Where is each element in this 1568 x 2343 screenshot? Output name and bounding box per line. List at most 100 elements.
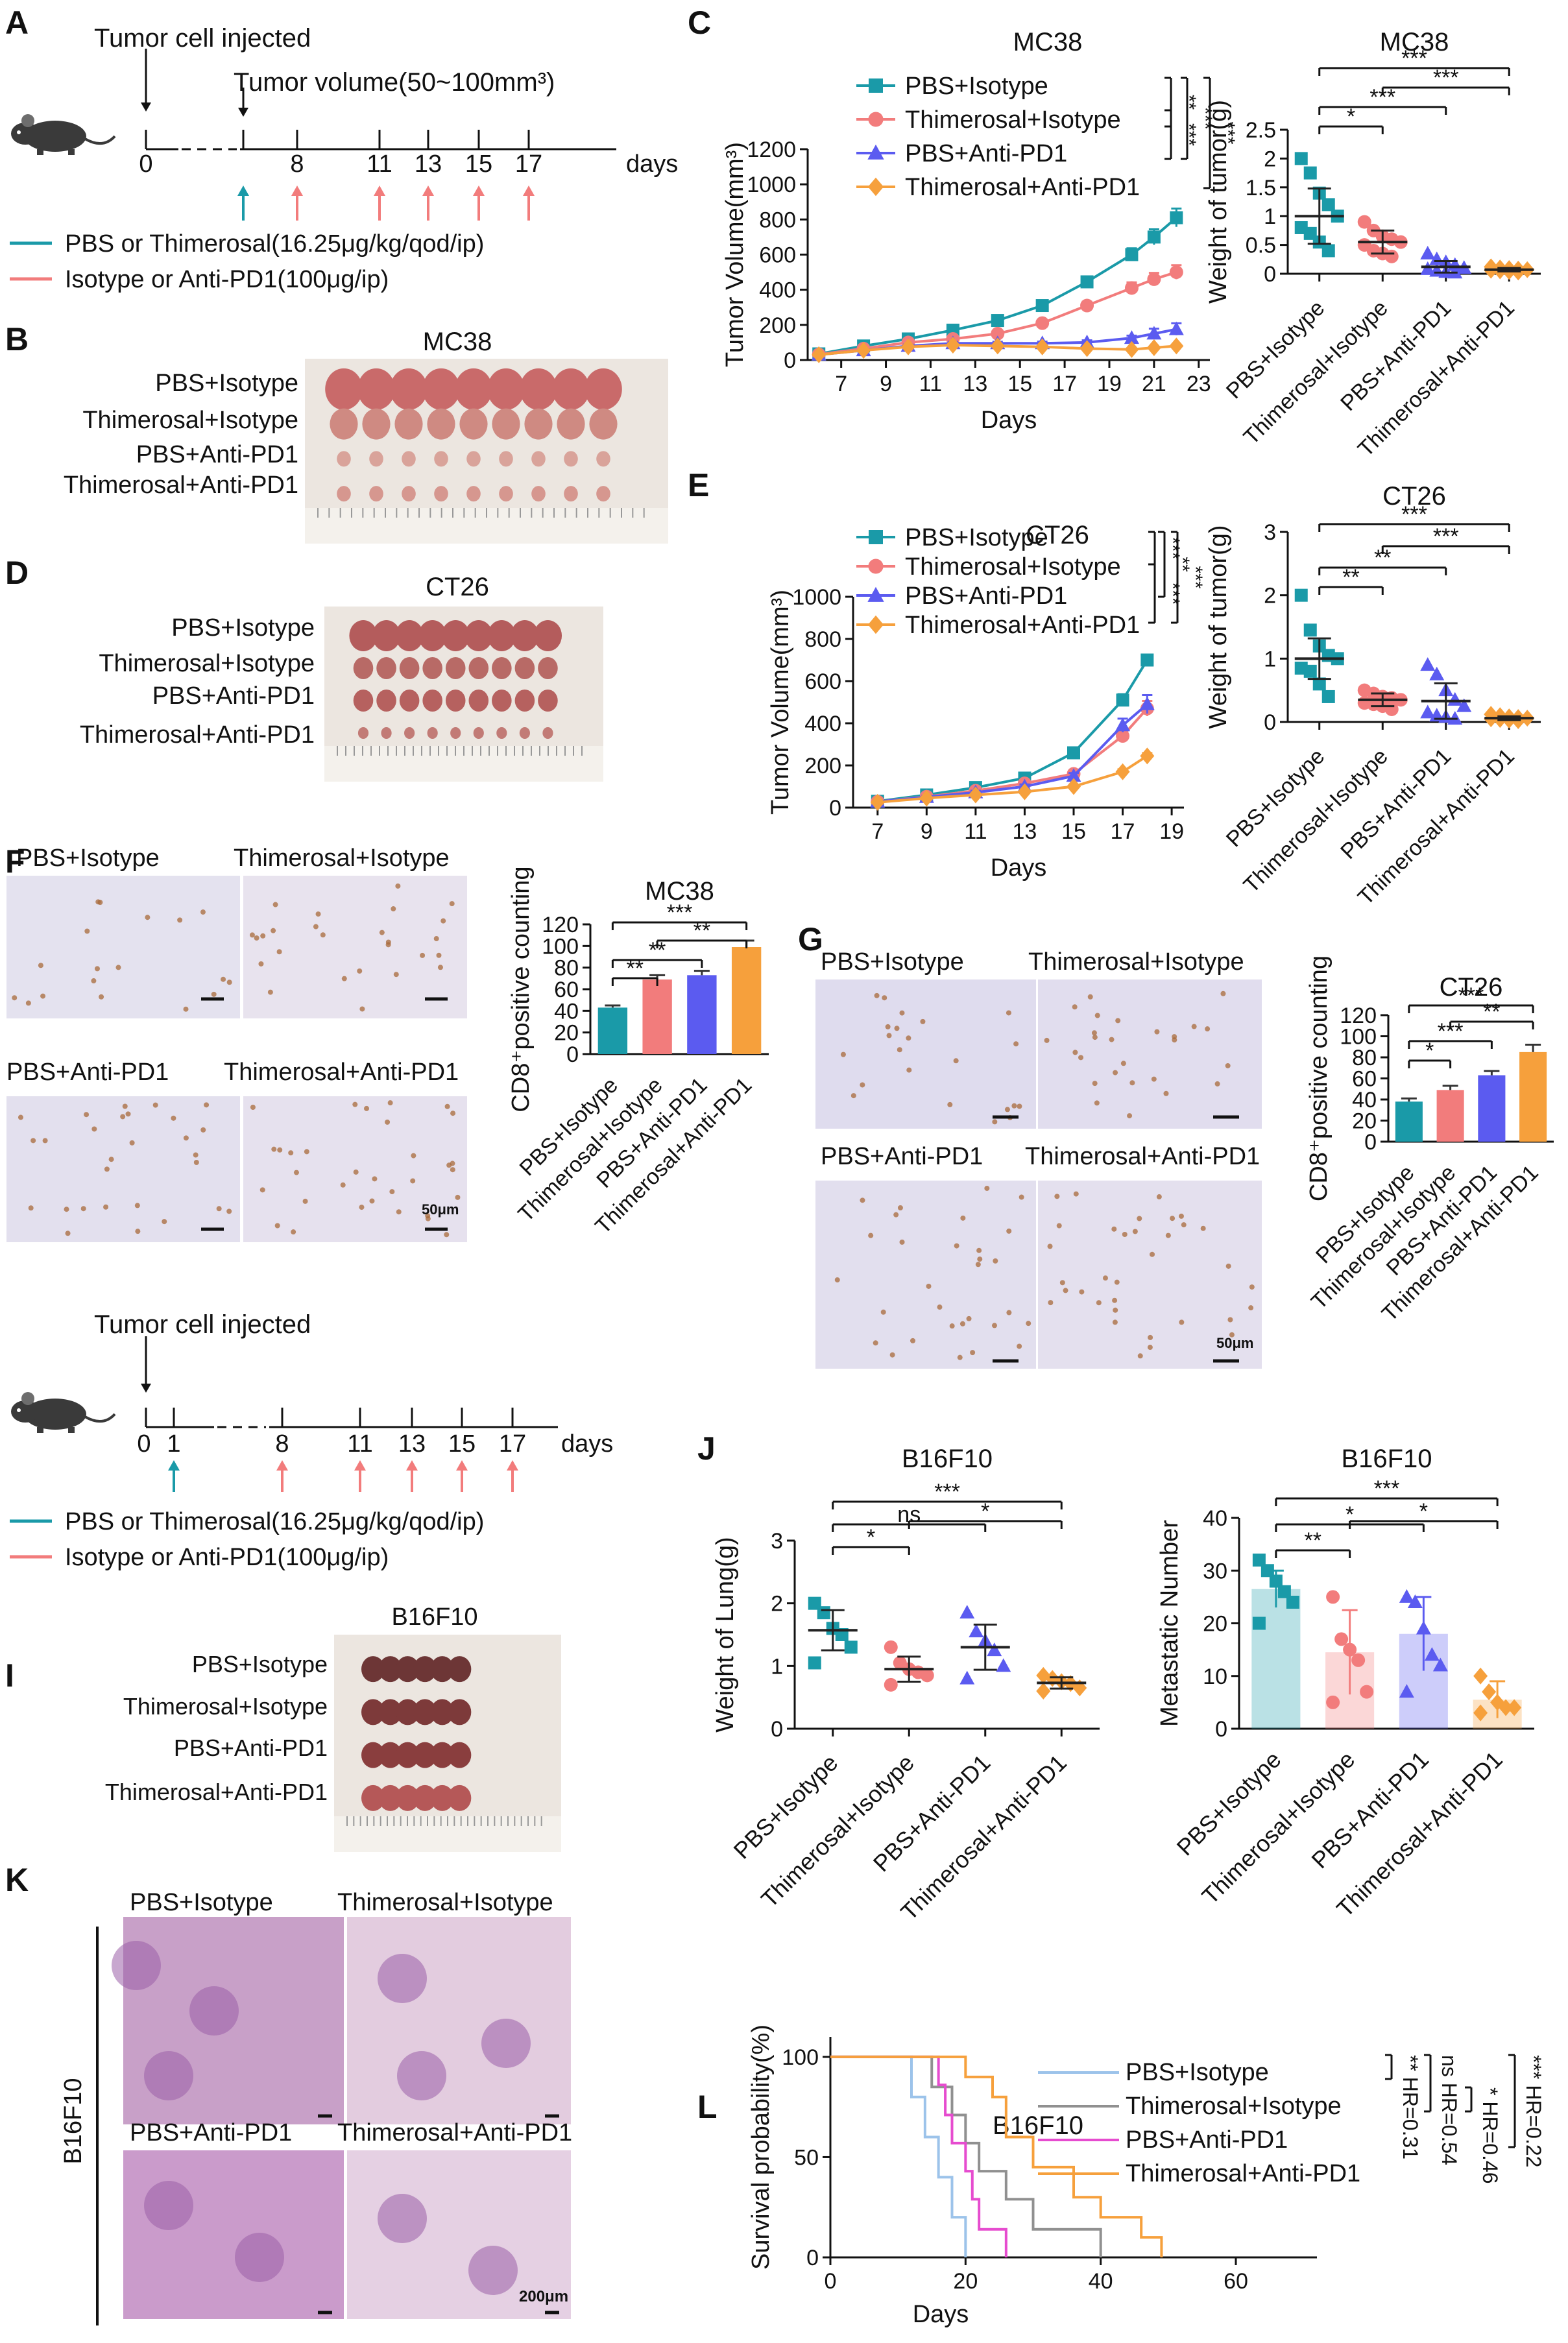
data-point — [945, 336, 960, 354]
cd8-cell — [1048, 1300, 1054, 1306]
cd8-cell — [1120, 1061, 1126, 1066]
panel-letter: J — [697, 1430, 716, 1467]
tumor-sample — [499, 486, 513, 502]
scale-label: 50μm — [1216, 1335, 1254, 1351]
cd8-cell — [12, 995, 18, 1001]
survival-curve — [830, 2055, 967, 2257]
legend-label: PBS+Anti-PD1 — [1126, 2126, 1288, 2154]
cd8-cell — [28, 1205, 34, 1211]
tumor-sample — [589, 408, 618, 440]
data-point — [1473, 1667, 1488, 1685]
series-line — [818, 217, 1177, 355]
tumor-sample — [430, 1784, 454, 1811]
data-point — [1384, 249, 1399, 263]
cd8-cell — [249, 932, 255, 938]
cd8-cell — [315, 911, 321, 917]
he-label: Thimerosal+Isotype — [337, 1889, 553, 1916]
y-tick-label: 0 — [771, 1717, 783, 1742]
cd8-cell — [897, 1205, 903, 1211]
y-tick-label: 400 — [759, 278, 796, 303]
day-label: 15 — [448, 1430, 476, 1458]
data-point — [856, 342, 871, 359]
tumor-sample — [422, 368, 460, 410]
ihc-image — [815, 1181, 1036, 1369]
tumor-sample — [564, 451, 578, 467]
cd8-cell — [193, 1152, 199, 1158]
day-label: 1 — [167, 1430, 180, 1458]
tumor-sample — [394, 408, 423, 440]
day-label: 8 — [290, 150, 304, 178]
data-point — [991, 314, 1004, 328]
cd8-cell — [885, 1024, 891, 1029]
cd8-cell — [1225, 1263, 1231, 1269]
tumor-sample — [492, 690, 512, 712]
legend-marker — [869, 530, 883, 544]
x-tick-label: 40 — [1089, 2269, 1113, 2294]
data-point — [1269, 1574, 1283, 1588]
cd8-cell — [455, 1194, 461, 1200]
data-point — [959, 1670, 975, 1685]
cd8-cell — [271, 928, 276, 933]
mouse-leg — [37, 1427, 43, 1433]
panel-letter: D — [5, 555, 29, 591]
tumor-sample — [455, 368, 492, 410]
cd8-cell — [18, 1114, 23, 1120]
cd8-cell — [1017, 1343, 1022, 1349]
x-tick-label: 0 — [825, 2269, 837, 2294]
tumor-sample — [413, 1699, 437, 1725]
cd8-cell — [94, 966, 100, 972]
cd8-cell — [103, 1204, 109, 1210]
tumor-sample — [542, 727, 553, 739]
cd8-cell — [177, 917, 183, 923]
he-label: PBS+Anti-PD1 — [130, 2119, 292, 2146]
data-point — [1140, 747, 1155, 765]
y-tick-label: 10 — [1203, 1664, 1227, 1689]
y-tick-label: 2 — [1264, 584, 1276, 608]
data-point — [1139, 696, 1155, 710]
cd8-cell — [1150, 1251, 1155, 1257]
data-point — [969, 1624, 984, 1638]
tumor-sample — [353, 690, 374, 712]
data-point — [884, 1677, 898, 1692]
cd8-cell — [259, 1187, 265, 1193]
tumor-sample — [337, 486, 351, 502]
x-tick-label: 23 — [1187, 372, 1211, 396]
x-tick-label: 7 — [835, 372, 847, 396]
ihc-label: PBS+Anti-PD1 — [821, 1143, 983, 1170]
cd8-cell — [450, 1167, 455, 1173]
y-tick-label: 40 — [1352, 1088, 1377, 1112]
cd8-cell — [393, 972, 399, 978]
y-tick-label: 3 — [1264, 520, 1276, 545]
cd8-cell — [889, 1352, 895, 1358]
significance-label: *** — [1433, 66, 1459, 90]
scale-label: 50μm — [422, 1201, 459, 1218]
data-point — [1357, 215, 1371, 229]
data-point — [1416, 1620, 1431, 1635]
data-point — [1420, 704, 1436, 719]
cd8-cell — [1172, 1037, 1177, 1043]
tumor-sample — [396, 1742, 420, 1768]
cd8-cell — [440, 918, 446, 924]
dose-arrow-head — [456, 1460, 468, 1471]
legend-label: Thimerosal+Anti-PD1 — [1126, 2160, 1360, 2187]
y-axis-title: Weight of tumor(g) — [1205, 525, 1232, 729]
cd8-cell — [1113, 1307, 1118, 1313]
y-tick-label: 0 — [806, 2246, 819, 2270]
cd8-cell — [992, 1119, 998, 1125]
data-point — [1124, 341, 1139, 358]
cd8-cell — [947, 1101, 953, 1107]
data-point — [1035, 299, 1049, 313]
chart-title: B16F10 — [993, 2111, 1083, 2140]
chart-title: CT26 — [1440, 973, 1503, 1002]
cd8-cell — [1013, 1041, 1019, 1047]
data-point — [884, 1640, 898, 1654]
tumor-sample — [514, 690, 535, 712]
metastasis-nodule — [189, 1986, 239, 2036]
data-point — [1080, 298, 1094, 313]
cd8-cell — [1154, 1029, 1160, 1035]
data-point — [1399, 1589, 1414, 1603]
cd8-cell — [80, 1206, 86, 1212]
tumor-sample — [357, 727, 369, 739]
x-tick-label: 13 — [1013, 819, 1037, 844]
cd8-cell — [129, 1140, 135, 1146]
